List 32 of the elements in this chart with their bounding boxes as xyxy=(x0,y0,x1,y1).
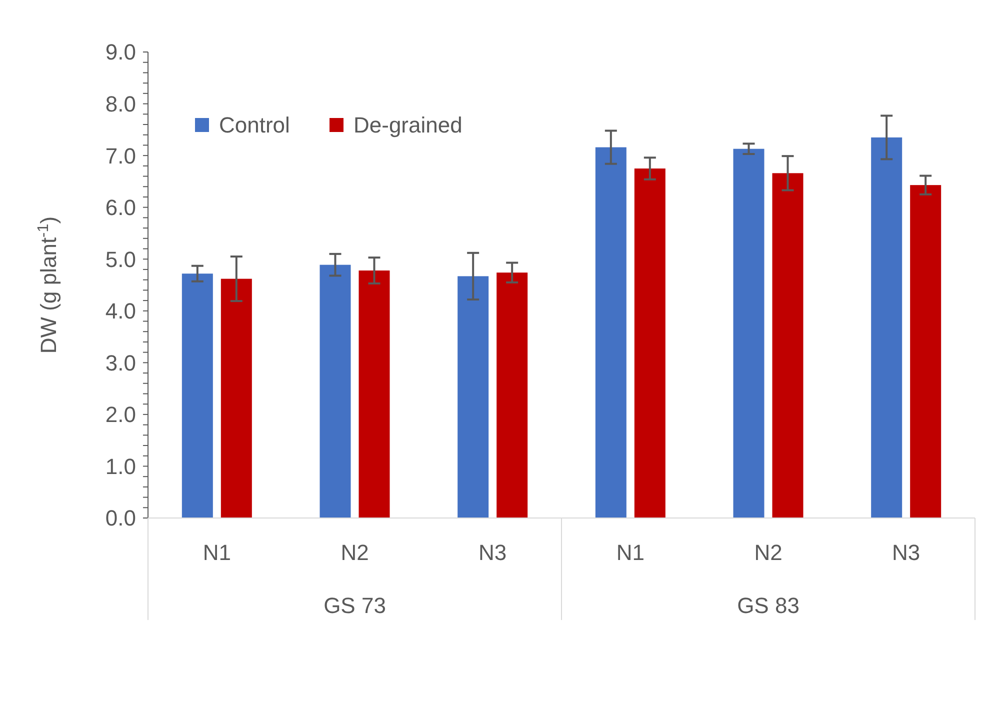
bar xyxy=(772,173,804,518)
y-tick-label: 3.0 xyxy=(105,350,136,376)
y-tick-label: 6.0 xyxy=(105,195,136,220)
x-tick-label: N1 xyxy=(202,540,231,565)
y-tick-label: 7.0 xyxy=(105,143,136,168)
bar xyxy=(320,264,351,518)
y-tick-label: 2.0 xyxy=(105,402,136,428)
bar xyxy=(634,168,666,518)
x-tick-label: N1 xyxy=(616,540,644,565)
bar xyxy=(220,278,252,518)
x-tick-label: N2 xyxy=(340,540,369,565)
bar xyxy=(358,270,390,518)
x-tick-label: N3 xyxy=(892,540,920,565)
text: GS 83 xyxy=(737,593,800,618)
bar xyxy=(733,148,764,518)
y-tick-label: 5.0 xyxy=(105,246,136,272)
text: GS 73 xyxy=(324,593,386,618)
bar xyxy=(910,185,942,518)
bar xyxy=(458,276,489,518)
y-tick-label: 8.0 xyxy=(105,91,136,116)
bar xyxy=(595,147,626,518)
legend-label: De-grained xyxy=(354,112,462,138)
x-tick-label: N3 xyxy=(478,540,507,565)
bar xyxy=(496,272,528,518)
x-tick-label: N2 xyxy=(754,540,782,565)
bar xyxy=(871,137,902,518)
bar xyxy=(182,274,213,518)
y-tick-label: 1.0 xyxy=(105,454,136,479)
y-tick-label: 9.0 xyxy=(105,40,136,65)
y-tick-label: 0.0 xyxy=(105,506,136,531)
y-tick-label: 4.0 xyxy=(105,298,136,324)
legend-label: Control xyxy=(219,112,290,138)
